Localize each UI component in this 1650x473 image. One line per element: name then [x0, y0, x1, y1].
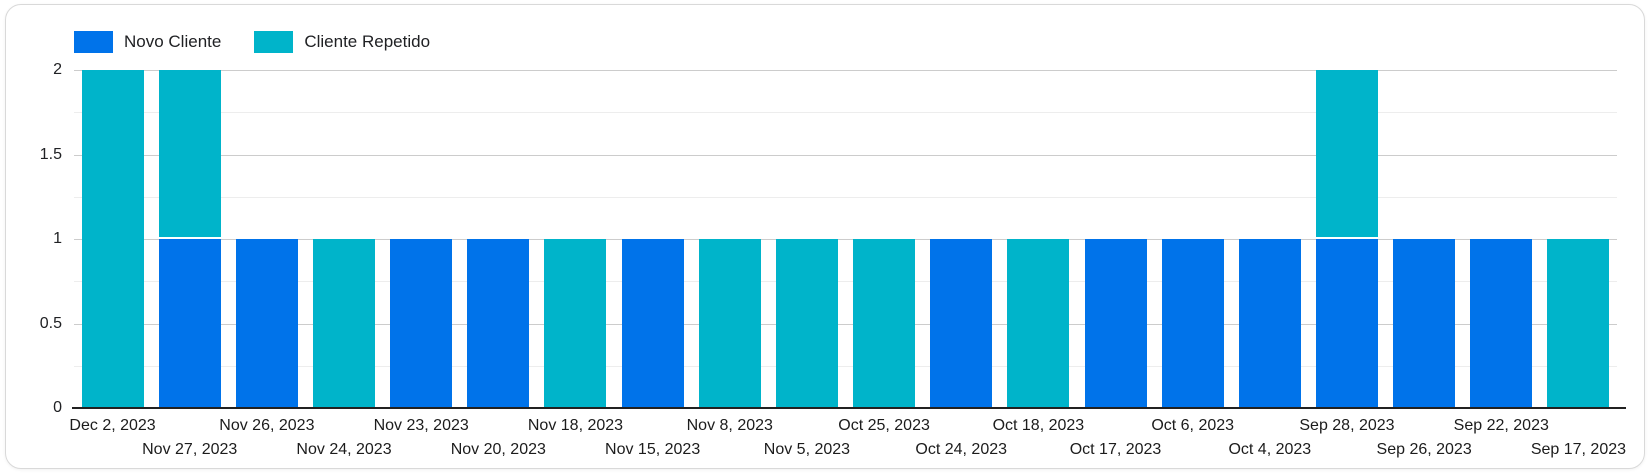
- gridline-major-y2: [74, 70, 1617, 71]
- x-tick-label-sep-17-2023: Sep 17, 2023: [1530, 441, 1627, 458]
- bar-novo-cliente-oct-4-2023[interactable]: [1238, 239, 1301, 408]
- x-tick-label-oct-4-2023: Oct 4, 2023: [1228, 441, 1312, 458]
- y-axis: 0 0.5 1 1.5 2: [6, 61, 62, 416]
- bar-novo-cliente-nov-15-2023[interactable]: [621, 239, 684, 408]
- x-tick-label-sep-28-2023: Sep 28, 2023: [1299, 417, 1395, 434]
- x-tick-label-nov-27-2023: Nov 27, 2023: [142, 441, 238, 458]
- x-tick-label-sep-26-2023: Sep 26, 2023: [1376, 441, 1472, 458]
- x-tick-label-oct-18-2023: Oct 18, 2023: [992, 417, 1085, 434]
- bar-novo-cliente-oct-6-2023[interactable]: [1161, 239, 1224, 408]
- bar-cliente-repetido-oct-25-2023[interactable]: [853, 239, 916, 408]
- bar-cliente-repetido-nov-8-2023[interactable]: [698, 239, 761, 408]
- legend-swatch-novo-cliente: [74, 31, 113, 53]
- x-tick-label-nov-5-2023: Nov 5, 2023: [763, 441, 851, 458]
- bar-novo-cliente-oct-17-2023[interactable]: [1084, 239, 1147, 408]
- x-tick-label-nov-18-2023: Nov 18, 2023: [527, 417, 624, 434]
- y-tick-label-1.5: 1.5: [39, 145, 62, 163]
- bar-cliente-repetido-sep-28-2023[interactable]: [1315, 70, 1378, 237]
- x-tick-label-dec-2-2023: Dec 2, 2023: [69, 417, 156, 434]
- plot-area: [74, 70, 1617, 408]
- bar-novo-cliente-sep-28-2023[interactable]: [1315, 239, 1378, 408]
- x-tick-label-nov-15-2023: Nov 15, 2023: [605, 441, 701, 458]
- chart-legend: Novo Cliente Cliente Repetido: [74, 31, 430, 53]
- bar-cliente-repetido-nov-27-2023[interactable]: [158, 70, 221, 237]
- gridline-minor-y0.25: [74, 365, 1617, 367]
- bar-novo-cliente-sep-22-2023[interactable]: [1470, 239, 1533, 408]
- legend-label-cliente-repetido: Cliente Repetido: [304, 32, 431, 51]
- gridline-major-y0.5: [74, 323, 1617, 325]
- legend-swatch-cliente-repetido: [254, 31, 294, 53]
- legend-label-novo-cliente: Novo Cliente: [124, 32, 222, 51]
- bar-novo-cliente-nov-26-2023[interactable]: [235, 239, 298, 408]
- x-axis-line: [72, 407, 1626, 409]
- bar-cliente-repetido-nov-24-2023[interactable]: [313, 239, 376, 408]
- x-tick-label-oct-6-2023: Oct 6, 2023: [1151, 417, 1235, 434]
- x-tick-label-nov-20-2023: Nov 20, 2023: [450, 441, 546, 458]
- x-tick-label-oct-24-2023: Oct 24, 2023: [915, 441, 1008, 458]
- y-tick-label-0: 0: [53, 399, 62, 416]
- x-tick-label-sep-22-2023: Sep 22, 2023: [1453, 417, 1549, 434]
- bar-cliente-repetido-oct-18-2023[interactable]: [1007, 239, 1070, 408]
- gridline-major-y1.5: [74, 154, 1617, 156]
- chart-card: Novo Cliente Cliente Repetido 0 0.5 1 1.5 2 …: [5, 4, 1645, 469]
- x-axis: Dec 2, 2023 Nov 27, 2023 Nov 26, 2023 Nov 2…: [69, 408, 1626, 468]
- bar-novo-cliente-sep-26-2023[interactable]: [1393, 239, 1456, 408]
- bar-novo-cliente-nov-23-2023[interactable]: [390, 239, 453, 408]
- legend-item-cliente-repetido[interactable]: Cliente Repetido: [254, 31, 430, 53]
- y-tick-label-1: 1: [53, 230, 62, 247]
- gridline-major-y1: [74, 239, 1617, 240]
- bar-novo-cliente-nov-20-2023[interactable]: [467, 239, 530, 408]
- x-tick-label-nov-26-2023: Nov 26, 2023: [219, 417, 315, 434]
- bar-cliente-repetido-sep-17-2023[interactable]: [1547, 239, 1610, 408]
- x-tick-label-nov-24-2023: Nov 24, 2023: [296, 441, 392, 458]
- bar-novo-cliente-nov-27-2023[interactable]: [158, 239, 221, 408]
- bar-novo-cliente-oct-24-2023[interactable]: [930, 239, 993, 408]
- y-tick-label-0.5: 0.5: [39, 314, 62, 332]
- x-tick-label-nov-23-2023: Nov 23, 2023: [373, 417, 469, 434]
- bar-cliente-repetido-dec-2-2023[interactable]: [81, 70, 144, 408]
- legend-item-novo-cliente[interactable]: Novo Cliente: [74, 31, 221, 53]
- x-tick-label-oct-17-2023: Oct 17, 2023: [1069, 441, 1162, 458]
- x-tick-label-oct-25-2023: Oct 25, 2023: [838, 417, 930, 434]
- gridline-minor-y0.75: [74, 281, 1617, 283]
- gridline-minor-y1.25: [74, 196, 1617, 198]
- y-tick-label-2: 2: [53, 61, 62, 78]
- bar-cliente-repetido-nov-18-2023[interactable]: [544, 239, 607, 408]
- bar-cliente-repetido-nov-5-2023[interactable]: [775, 239, 838, 408]
- x-tick-label-nov-8-2023: Nov 8, 2023: [686, 417, 773, 434]
- gridline-minor-y1.75: [74, 112, 1617, 114]
